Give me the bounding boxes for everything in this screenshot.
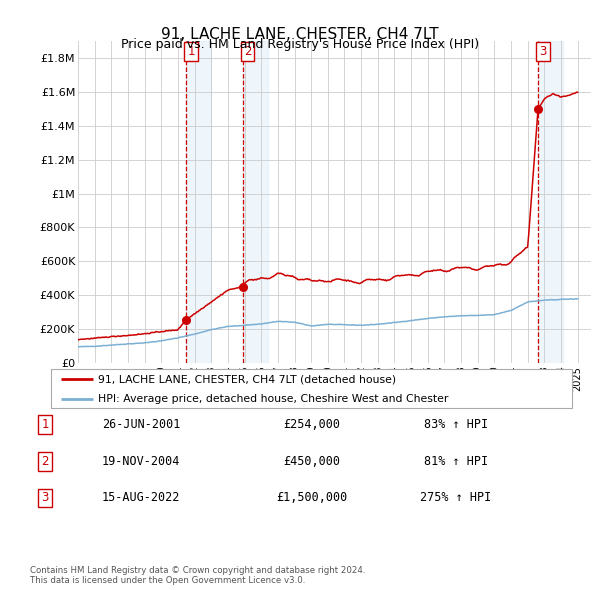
FancyBboxPatch shape: [50, 369, 572, 408]
Text: 2: 2: [244, 45, 251, 58]
Text: 83% ↑ HPI: 83% ↑ HPI: [424, 418, 488, 431]
Text: 26-JUN-2001: 26-JUN-2001: [102, 418, 180, 431]
Text: HPI: Average price, detached house, Cheshire West and Chester: HPI: Average price, detached house, Ches…: [98, 394, 449, 404]
Text: 91, LACHE LANE, CHESTER, CH4 7LT: 91, LACHE LANE, CHESTER, CH4 7LT: [161, 27, 439, 41]
Text: 15-AUG-2022: 15-AUG-2022: [102, 491, 180, 504]
Text: 91, LACHE LANE, CHESTER, CH4 7LT (detached house): 91, LACHE LANE, CHESTER, CH4 7LT (detach…: [98, 374, 396, 384]
Text: 3: 3: [539, 45, 547, 58]
Text: Price paid vs. HM Land Registry's House Price Index (HPI): Price paid vs. HM Land Registry's House …: [121, 38, 479, 51]
Bar: [538, 41, 563, 363]
Text: Contains HM Land Registry data © Crown copyright and database right 2024.
This d: Contains HM Land Registry data © Crown c…: [30, 566, 365, 585]
Text: 3: 3: [41, 491, 49, 504]
Text: £1,500,000: £1,500,000: [277, 491, 347, 504]
Bar: [186, 41, 211, 363]
Text: 1: 1: [41, 418, 49, 431]
Text: £254,000: £254,000: [284, 418, 341, 431]
Text: 275% ↑ HPI: 275% ↑ HPI: [421, 491, 491, 504]
Bar: [242, 41, 268, 363]
Text: 1: 1: [187, 45, 194, 58]
Text: 19-NOV-2004: 19-NOV-2004: [102, 455, 180, 468]
Text: 81% ↑ HPI: 81% ↑ HPI: [424, 455, 488, 468]
Text: £450,000: £450,000: [284, 455, 341, 468]
Text: 2: 2: [41, 455, 49, 468]
